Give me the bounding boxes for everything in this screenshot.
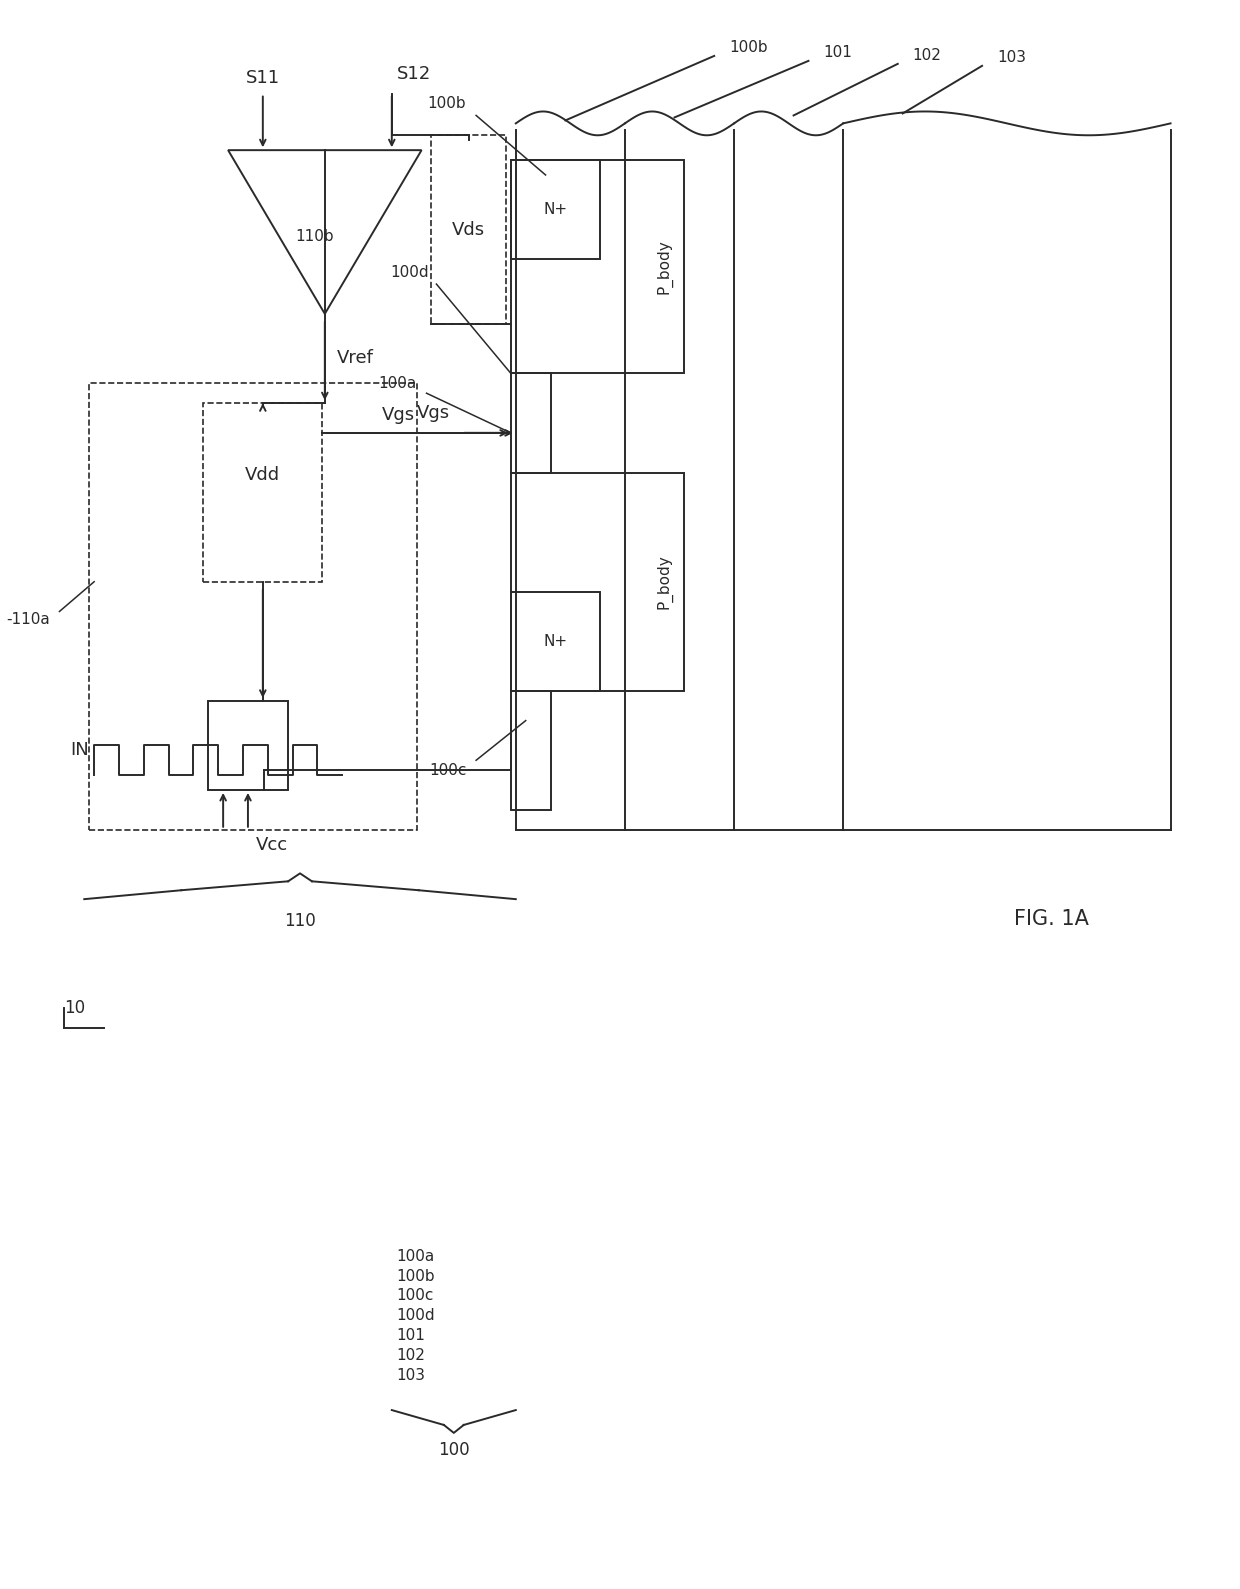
Text: N+: N+ bbox=[543, 634, 568, 648]
Text: 100d: 100d bbox=[397, 1308, 435, 1324]
Text: 101: 101 bbox=[823, 46, 852, 60]
Bar bbox=[511, 160, 600, 259]
Text: P_body: P_body bbox=[656, 555, 673, 609]
Bar bbox=[89, 383, 417, 829]
Bar bbox=[511, 691, 551, 810]
Text: 100b: 100b bbox=[428, 95, 466, 111]
Text: Vgs: Vgs bbox=[382, 407, 415, 424]
Bar bbox=[208, 701, 288, 790]
Bar bbox=[432, 135, 506, 324]
Text: N+: N+ bbox=[543, 202, 568, 218]
Text: S12: S12 bbox=[397, 65, 432, 83]
Text: 100d: 100d bbox=[389, 265, 429, 280]
Text: IN: IN bbox=[71, 742, 89, 760]
Text: Vcc: Vcc bbox=[255, 836, 288, 853]
Text: 100a: 100a bbox=[378, 375, 417, 391]
Text: 100c: 100c bbox=[429, 763, 466, 777]
Text: 100: 100 bbox=[438, 1441, 470, 1459]
Text: Vgs: Vgs bbox=[417, 404, 450, 423]
Text: 102: 102 bbox=[913, 48, 941, 64]
Text: -110a: -110a bbox=[6, 612, 50, 628]
Bar bbox=[511, 373, 551, 472]
Bar bbox=[511, 472, 684, 691]
Text: Vds: Vds bbox=[453, 221, 485, 238]
Text: FIG. 1A: FIG. 1A bbox=[1014, 909, 1089, 930]
Text: 100a: 100a bbox=[397, 1249, 435, 1263]
Text: 110b: 110b bbox=[295, 229, 335, 245]
Text: 103: 103 bbox=[997, 51, 1025, 65]
Bar bbox=[203, 404, 322, 582]
Text: S11: S11 bbox=[246, 68, 280, 87]
Text: 100c: 100c bbox=[397, 1289, 434, 1303]
Bar bbox=[511, 160, 684, 373]
Text: 110: 110 bbox=[284, 912, 316, 930]
Text: 103: 103 bbox=[397, 1368, 425, 1382]
Text: 100b: 100b bbox=[397, 1268, 435, 1284]
Text: 101: 101 bbox=[397, 1328, 425, 1343]
Text: Vdd: Vdd bbox=[246, 466, 280, 483]
Text: Vref: Vref bbox=[337, 350, 373, 367]
Text: 100b: 100b bbox=[729, 40, 768, 56]
Bar bbox=[511, 591, 600, 691]
Text: 102: 102 bbox=[397, 1347, 425, 1363]
Text: 10: 10 bbox=[64, 999, 86, 1017]
Text: P_body: P_body bbox=[656, 240, 673, 294]
